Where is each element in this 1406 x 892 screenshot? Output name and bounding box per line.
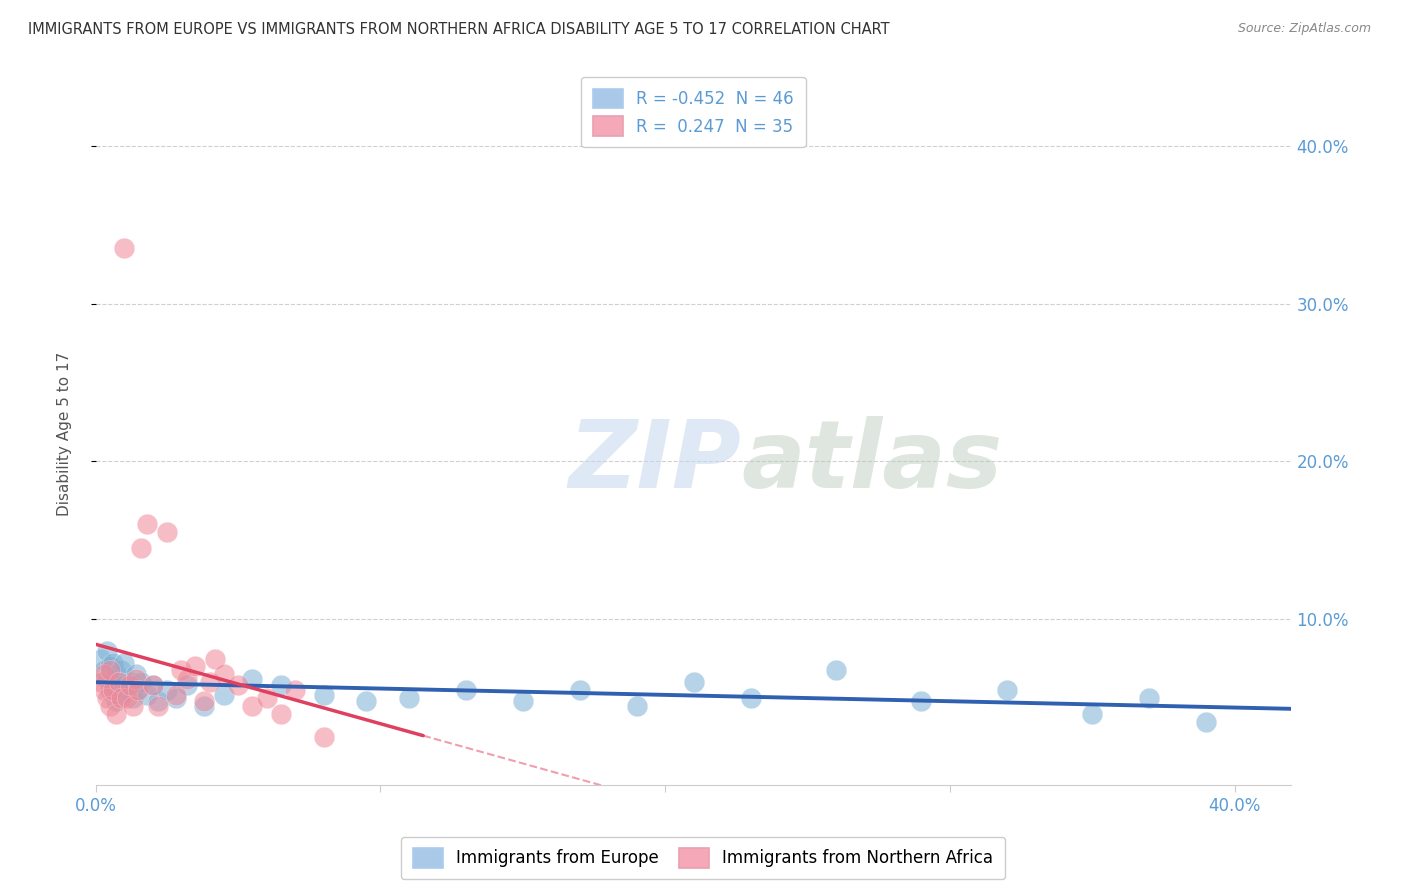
Point <box>115 691 138 706</box>
Point <box>284 683 307 698</box>
Point <box>170 663 193 677</box>
Point <box>240 672 263 686</box>
Point <box>910 694 932 708</box>
Point <box>98 683 121 698</box>
Point <box>110 691 132 706</box>
Point <box>682 675 704 690</box>
Point <box>193 698 215 713</box>
Y-axis label: Disability Age 5 to 17: Disability Age 5 to 17 <box>58 351 72 516</box>
Legend: R = -0.452  N = 46, R =  0.247  N = 35: R = -0.452 N = 46, R = 0.247 N = 35 <box>582 77 806 147</box>
Point <box>107 675 129 690</box>
Point <box>136 688 159 702</box>
Point <box>148 698 170 713</box>
Point <box>165 688 187 702</box>
Point <box>226 678 249 692</box>
Point <box>136 517 159 532</box>
Point <box>98 659 121 673</box>
Point <box>131 541 153 556</box>
Point <box>115 683 138 698</box>
Point <box>131 675 153 690</box>
Point <box>104 694 127 708</box>
Text: Source: ZipAtlas.com: Source: ZipAtlas.com <box>1237 22 1371 36</box>
Point <box>110 663 132 677</box>
Point <box>128 683 150 698</box>
Point <box>256 691 278 706</box>
Point <box>184 659 207 673</box>
Text: atlas: atlas <box>741 416 1002 508</box>
Point <box>124 672 146 686</box>
Point <box>142 678 165 692</box>
Point <box>454 683 477 698</box>
Point <box>121 691 143 706</box>
Point <box>825 663 848 677</box>
Point <box>93 663 115 677</box>
Point <box>96 691 118 706</box>
Point <box>118 675 141 690</box>
Point <box>270 678 292 692</box>
Point <box>90 675 112 690</box>
Point <box>212 667 235 681</box>
Point <box>740 691 762 706</box>
Point <box>1195 714 1218 729</box>
Point <box>107 688 129 702</box>
Point <box>104 706 127 721</box>
Point <box>1137 691 1160 706</box>
Point <box>118 678 141 692</box>
Point <box>96 672 118 686</box>
Point <box>568 683 591 698</box>
Point <box>101 683 124 698</box>
Legend: Immigrants from Europe, Immigrants from Northern Africa: Immigrants from Europe, Immigrants from … <box>401 837 1005 880</box>
Point <box>398 691 420 706</box>
Point <box>121 698 143 713</box>
Point <box>312 731 335 745</box>
Point <box>107 675 129 690</box>
Point <box>148 694 170 708</box>
Point <box>128 683 150 698</box>
Point <box>626 698 648 713</box>
Point <box>156 525 179 540</box>
Point <box>96 643 118 657</box>
Point <box>98 663 121 677</box>
Point <box>176 678 198 692</box>
Point <box>193 694 215 708</box>
Point <box>112 657 135 671</box>
Point <box>142 678 165 692</box>
Point <box>204 651 226 665</box>
Point <box>198 675 221 690</box>
Point <box>312 688 335 702</box>
Point <box>270 706 292 721</box>
Point <box>101 678 124 692</box>
Point <box>156 683 179 698</box>
Text: ZIP: ZIP <box>568 416 741 508</box>
Point <box>93 683 115 698</box>
Point <box>101 657 124 671</box>
Point <box>354 694 377 708</box>
Point <box>240 698 263 713</box>
Point <box>512 694 534 708</box>
Point <box>104 667 127 681</box>
Point <box>212 688 235 702</box>
Point <box>112 242 135 256</box>
Point <box>93 667 115 681</box>
Point <box>165 691 187 706</box>
Point <box>112 678 135 692</box>
Point <box>98 698 121 713</box>
Text: IMMIGRANTS FROM EUROPE VS IMMIGRANTS FROM NORTHERN AFRICA DISABILITY AGE 5 TO 17: IMMIGRANTS FROM EUROPE VS IMMIGRANTS FRO… <box>28 22 890 37</box>
Point <box>995 683 1018 698</box>
Point <box>176 672 198 686</box>
Point <box>124 667 146 681</box>
Point <box>90 651 112 665</box>
Point <box>1081 706 1104 721</box>
